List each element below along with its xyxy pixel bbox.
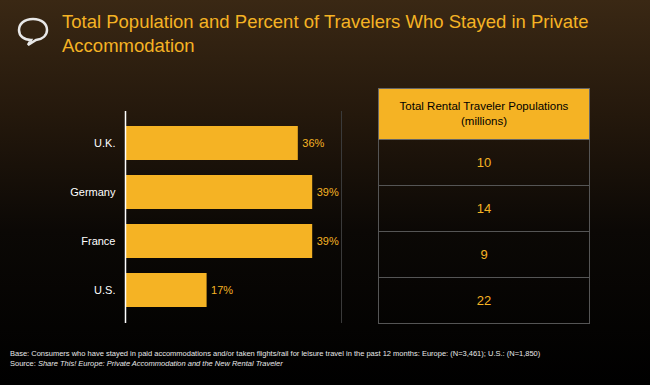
- svg-text:U.K.: U.K.: [94, 137, 115, 149]
- svg-text:17%: 17%: [211, 284, 233, 296]
- html-text:Total Rental Traveler Populati: Total Rental Traveler Populations (milli…: [399, 100, 569, 127]
- svg-text:39%: 39%: [317, 186, 339, 198]
- html-text:22: 22: [476, 293, 492, 308]
- svg-text:U.S.: U.S.: [94, 284, 115, 296]
- svg-text:France: France: [81, 235, 115, 247]
- svg-text:36%: 36%: [302, 137, 324, 149]
- html-text:10: 10: [476, 155, 492, 170]
- html-text:14: 14: [476, 201, 492, 216]
- html-text:Total Population and Percent o: Total Population and Percent of Traveler…: [62, 11, 589, 56]
- html-text:9: 9: [480, 247, 488, 262]
- svg-text:Germany: Germany: [70, 186, 116, 198]
- html-text:Base: Consumers who have staye: Base: Consumers who have stayed in paid …: [10, 349, 541, 358]
- html-text:Source: Share This! Europe: Pr: Source: Share This! Europe: Private Acco…: [10, 359, 283, 368]
- svg-text:39%: 39%: [317, 235, 339, 247]
